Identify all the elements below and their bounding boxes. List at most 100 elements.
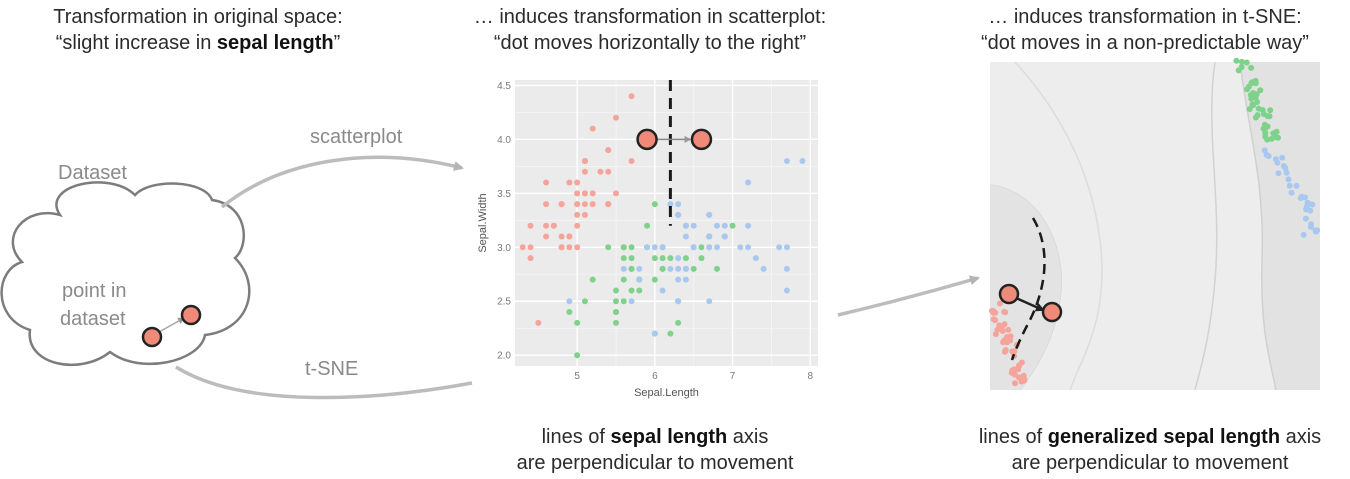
- tsne-point-setosa: [1000, 339, 1007, 346]
- scatter-point-virginica: [783, 157, 790, 164]
- scatter-point-versicolor: [620, 244, 627, 251]
- caption-original-post: ”: [333, 32, 341, 54]
- scatter-point-virginica: [690, 244, 697, 251]
- arrow-to-tsne: [837, 275, 980, 317]
- scatter-point-versicolor: [698, 244, 705, 251]
- tsne-contour-3: [1194, 61, 1218, 391]
- caption-scatter-line2: “dot moves horizontally to the right”: [493, 32, 807, 54]
- scatter-point-versicolor: [574, 352, 581, 359]
- tsne-contour-2: [1014, 61, 1103, 391]
- scatter-point-setosa: [566, 179, 573, 186]
- tsne-point-setosa: [996, 300, 1003, 307]
- tsne-point-versicolor: [1264, 136, 1271, 143]
- cloud-point-start: [141, 326, 163, 348]
- scatter-point-setosa: [574, 179, 581, 186]
- scatter-point-virginica: [745, 244, 752, 251]
- scatter-point-setosa: [543, 233, 550, 240]
- tsne-contour-4: [1239, 61, 1277, 391]
- scatter-point-virginica: [721, 233, 728, 240]
- tsne-point-setosa: [1020, 372, 1027, 379]
- caption-generalized-line2: are perpendicular to movement: [1011, 452, 1289, 474]
- scatter-point-versicolor: [667, 330, 674, 337]
- tsne-point-setosa: [992, 317, 999, 324]
- scatter-point-virginica: [636, 276, 643, 283]
- scatter-point-setosa: [581, 211, 588, 218]
- tsne-point-virginica: [1309, 201, 1316, 208]
- scatter-point-versicolor: [636, 287, 643, 294]
- scatter-point-versicolor: [714, 265, 720, 272]
- scatter-point-setosa: [543, 201, 550, 208]
- arrow-to-tsne-source: [175, 365, 473, 400]
- scatter-point-setosa: [581, 201, 588, 208]
- tsne-point-versicolor: [1268, 135, 1275, 142]
- scatter-point-setosa: [628, 93, 635, 100]
- scatter-y-tick-label: 3.5: [497, 189, 511, 200]
- caption-generalized-pre: lines of: [978, 426, 1048, 448]
- caption-tsne-line1: … induces transformation in t-SNE:: [988, 6, 1302, 28]
- tsne-point-virginica: [1303, 204, 1310, 211]
- scatter-point-versicolor: [682, 255, 689, 262]
- scatter-point-versicolor: [659, 255, 666, 262]
- caption-original-bold: sepal length: [216, 32, 334, 54]
- tsne-point-setosa: [1001, 321, 1008, 328]
- tsne-point-versicolor: [1246, 106, 1253, 113]
- scatter-point-setosa: [581, 190, 588, 197]
- scatter-point-virginica: [651, 244, 658, 251]
- tsne-point-virginica: [1274, 159, 1281, 166]
- scatter-point-setosa: [581, 168, 588, 175]
- scatter-dot-start: [636, 128, 658, 151]
- scatter-point-setosa: [574, 244, 581, 251]
- scatter-point-versicolor: [574, 319, 581, 326]
- cloud-point-arrow: [158, 317, 185, 333]
- scatter-point-virginica: [675, 298, 682, 305]
- tsne-generalized-axis-dashed: [1010, 217, 1046, 361]
- scatter-point-versicolor: [620, 255, 627, 262]
- scatter-point-setosa: [550, 222, 557, 229]
- scatter-point-setosa: [605, 168, 612, 175]
- scatter-point-setosa: [527, 255, 534, 262]
- scatter-point-setosa: [558, 244, 565, 251]
- scatter-point-virginica: [721, 222, 728, 229]
- tsne-point-setosa: [1002, 347, 1009, 353]
- tsne-point-versicolor: [1248, 64, 1255, 71]
- scatter-point-virginica: [675, 265, 682, 272]
- scatter-y-tick-label: 2.5: [497, 297, 511, 308]
- arrow-label-tsne: t-SNE: [305, 358, 359, 380]
- tsne-point-virginica: [1304, 199, 1311, 206]
- cloud-title: Dataset: [58, 162, 127, 184]
- scatter-point-virginica: [706, 244, 713, 251]
- tsne-point-virginica: [1288, 189, 1295, 196]
- scatter-x-tick-label: 6: [652, 371, 658, 382]
- scatter-point-virginica: [675, 276, 682, 283]
- scatter-point-versicolor: [659, 265, 666, 272]
- caption-generalized-bold: generalized sepal length: [1047, 426, 1281, 448]
- tsne-point-setosa: [1005, 326, 1012, 333]
- scatter-point-setosa: [558, 233, 565, 240]
- tsne-point-setosa: [992, 309, 999, 316]
- tsne-point-setosa: [1007, 333, 1014, 340]
- caption-generalized-axis: lines of generalized sepal length axis a…: [955, 424, 1345, 476]
- scatter-point-virginica: [706, 298, 713, 305]
- tsne-point-virginica: [1298, 193, 1305, 200]
- scatter-point-virginica: [706, 211, 713, 218]
- scatter-point-setosa: [605, 201, 612, 208]
- scatter-point-setosa: [574, 222, 581, 229]
- scatter-point-versicolor: [620, 276, 627, 283]
- scatter-point-setosa: [566, 233, 573, 240]
- scatter-point-virginica: [682, 233, 689, 240]
- scatter-point-setosa: [589, 190, 596, 197]
- scatter-point-virginica: [706, 233, 713, 240]
- arrow-label-scatterplot: scatterplot: [310, 126, 403, 148]
- scatter-point-versicolor: [628, 255, 635, 262]
- tsne-point-setosa: [1018, 378, 1025, 385]
- tsne-point-versicolor: [1273, 128, 1280, 135]
- tsne-dot-end: [1041, 301, 1063, 323]
- scatter-point-virginica: [682, 222, 689, 229]
- scatter-point-versicolor: [605, 244, 612, 251]
- scatter-point-setosa: [543, 179, 550, 186]
- scatter-y-tick-label: 4.5: [497, 81, 511, 92]
- scatter-point-virginica: [675, 201, 682, 208]
- tsne-point-versicolor: [1257, 87, 1264, 94]
- tsne-chart: [989, 57, 1321, 391]
- scatter-x-tick-label: 5: [574, 371, 580, 382]
